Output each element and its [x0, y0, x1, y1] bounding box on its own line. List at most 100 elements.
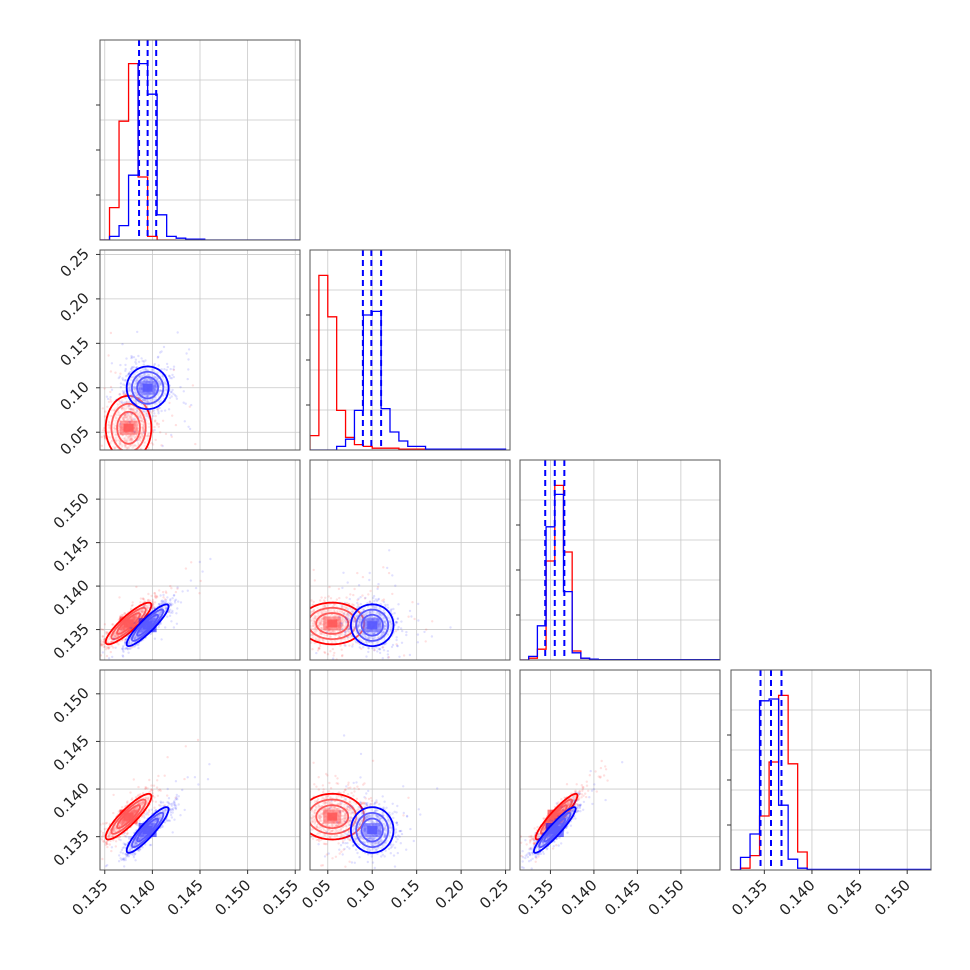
scatter-point	[142, 430, 145, 433]
scatter-point	[331, 647, 335, 651]
scatter-point	[113, 409, 116, 412]
scatter-point	[305, 612, 307, 614]
scatter-point	[319, 621, 322, 625]
scatter-point	[341, 625, 344, 628]
scatter-point	[143, 441, 147, 444]
scatter-point	[317, 611, 320, 615]
scatter-point	[167, 408, 171, 411]
scatter-point	[122, 391, 125, 395]
scatter-point	[113, 408, 116, 412]
scatter-point	[123, 414, 127, 417]
scatter-point	[137, 456, 139, 458]
scatter-point	[152, 603, 155, 606]
scatter-point	[142, 605, 145, 608]
scatter-point	[191, 384, 195, 387]
scatter-point	[122, 416, 125, 420]
scatter-point	[198, 592, 201, 595]
scatter-point	[123, 641, 127, 645]
scatter-point	[114, 428, 117, 431]
scatter-point	[166, 365, 169, 369]
scatter-point	[386, 656, 390, 659]
scatter-point	[160, 600, 163, 603]
scatter-point	[394, 630, 398, 633]
scatter-point	[113, 634, 117, 637]
scatter-point	[146, 606, 149, 609]
scatter-point	[314, 614, 317, 617]
scatter-point	[317, 621, 320, 624]
scatter-point	[143, 604, 147, 607]
scatter-point	[348, 627, 351, 630]
scatter-point	[154, 419, 157, 422]
scatter-point	[391, 574, 394, 577]
scatter-point	[136, 402, 139, 405]
scatter-point	[353, 620, 357, 623]
scatter-point	[345, 606, 348, 609]
scatter-point	[189, 579, 193, 582]
scatter-point	[114, 416, 117, 420]
scatter-point	[165, 368, 168, 372]
scatter-point	[361, 607, 365, 611]
scatter-point	[139, 415, 142, 418]
scatter-point	[341, 586, 344, 590]
scatter-point	[131, 434, 134, 438]
scatter-point	[182, 390, 185, 393]
scatter-point	[157, 379, 161, 383]
scatter-point	[130, 354, 133, 358]
scatter-point	[103, 436, 107, 439]
scatter-point	[333, 610, 336, 613]
scatter-point	[155, 421, 159, 425]
scatter-point	[323, 605, 327, 608]
scatter-point	[147, 446, 150, 450]
scatter-point	[158, 602, 161, 606]
scatter-point	[160, 368, 163, 371]
scatter-point	[170, 587, 173, 590]
scatter-point	[321, 611, 324, 615]
scatter-point	[155, 595, 159, 599]
scatter-point	[109, 650, 113, 654]
scatter-point	[103, 387, 106, 390]
scatter-point	[393, 612, 396, 615]
scatter-point	[134, 636, 137, 639]
scatter-point	[139, 374, 143, 377]
scatter-point	[318, 623, 321, 626]
scatter-point	[341, 623, 344, 627]
scatter-point	[113, 635, 116, 639]
scatter-point	[149, 399, 152, 403]
scatter-point	[139, 397, 142, 400]
scatter-point	[357, 621, 360, 624]
scatter-point	[132, 445, 135, 448]
scatter-point	[131, 603, 134, 607]
scatter-point	[121, 406, 125, 410]
scatter-point	[381, 646, 385, 649]
scatter-point	[108, 421, 111, 424]
scatter-point	[310, 641, 313, 644]
scatter-point	[305, 620, 307, 622]
scatter-point	[144, 359, 147, 362]
scatter-point	[360, 647, 363, 650]
scatter-point	[141, 427, 144, 431]
panel-background	[520, 460, 720, 660]
scatter-point	[125, 418, 129, 422]
scatter-point	[313, 627, 316, 630]
scatter-point	[120, 445, 124, 448]
scatter-point	[109, 390, 112, 394]
scatter-point	[111, 451, 113, 453]
scatter-point	[83, 651, 85, 653]
scatter-point	[105, 646, 109, 649]
scatter-point	[378, 651, 382, 655]
scatter-point	[165, 607, 168, 610]
scatter-point	[119, 363, 122, 367]
scatter-point	[158, 399, 161, 402]
scatter-point	[303, 606, 305, 608]
scatter-point	[123, 416, 127, 419]
scatter-point	[133, 391, 137, 395]
scatter-point	[131, 436, 134, 439]
scatter-point	[134, 358, 138, 361]
scatter-point	[116, 411, 120, 414]
scatter-point	[140, 613, 143, 616]
scatter-point	[161, 600, 164, 603]
scatter-point	[339, 633, 342, 636]
scatter-point	[137, 441, 140, 445]
scatter-point	[169, 598, 172, 601]
scatter-point	[313, 579, 316, 582]
